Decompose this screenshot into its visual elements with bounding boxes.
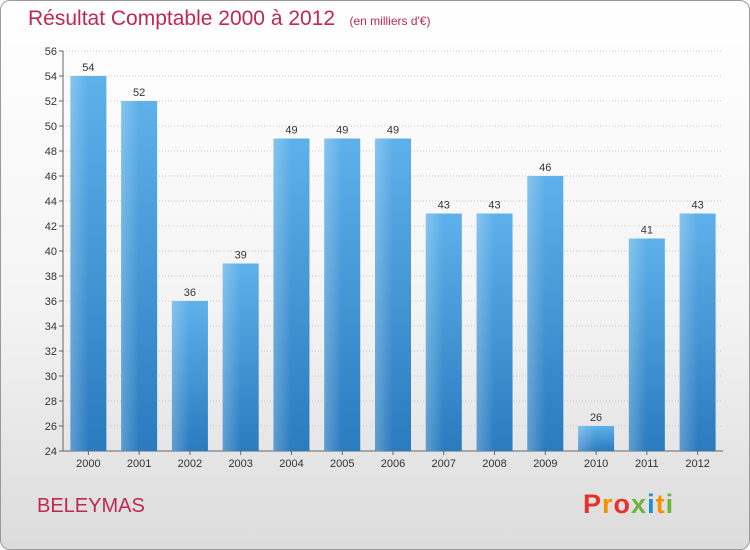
bar-highlight	[222, 263, 241, 451]
y-tick-label: 30	[45, 371, 57, 383]
y-tick-label: 24	[45, 446, 57, 458]
y-tick-label: 32	[45, 346, 57, 358]
data-label: 43	[488, 200, 500, 212]
data-label: 46	[539, 162, 551, 174]
x-tick-label: 2007	[432, 458, 456, 470]
logo-letter: t	[655, 489, 666, 519]
bar-highlight	[171, 301, 190, 451]
x-tick-label: 2009	[533, 458, 557, 470]
bar-highlight	[121, 101, 140, 451]
x-tick-label: 2006	[381, 458, 405, 470]
logo-letter: o	[613, 489, 632, 519]
logo-letter: x	[631, 489, 648, 519]
labels: 24 26 28 30 32 34 36 38 40 42 44 46 48 50 52 54 56 54 2000…	[45, 46, 710, 470]
data-label: 36	[184, 287, 196, 299]
data-label: 49	[285, 125, 297, 137]
y-tick-label: 50	[45, 121, 57, 133]
bar-highlight	[527, 176, 546, 451]
x-tick-label: 2003	[228, 458, 252, 470]
bar-highlight	[628, 238, 647, 451]
data-label: 26	[590, 412, 602, 424]
y-tick-label: 42	[45, 221, 57, 233]
y-tick-label: 54	[45, 71, 57, 83]
bar-highlight	[679, 213, 698, 451]
y-tick-label: 52	[45, 96, 57, 108]
proxiti-logo: Proxiti	[583, 489, 674, 520]
x-tick-label: 2008	[482, 458, 506, 470]
y-tick-label: 28	[45, 396, 57, 408]
data-label: 49	[387, 125, 399, 137]
bar-highlight	[324, 138, 343, 451]
data-label: 39	[235, 250, 247, 262]
chart-title-block: Résultat Comptable 2000 à 2012 (en milli…	[28, 7, 430, 31]
y-tick-label: 36	[45, 296, 57, 308]
bar-highlight	[578, 426, 597, 451]
data-label: 43	[691, 200, 703, 212]
y-tick-label: 48	[45, 146, 57, 158]
y-tick-label: 38	[45, 271, 57, 283]
data-label: 52	[133, 87, 145, 99]
x-tick-label: 2011	[635, 458, 659, 470]
y-tick-label: 44	[45, 196, 57, 208]
logo-letter: i	[647, 489, 656, 519]
data-label: 43	[438, 200, 450, 212]
x-tick-label: 2004	[279, 458, 303, 470]
data-label: 54	[82, 62, 94, 74]
x-tick-label: 2012	[685, 458, 709, 470]
chart-title: Résultat Comptable 2000 à 2012	[28, 7, 336, 30]
x-tick-label: 2005	[330, 458, 354, 470]
data-label: 41	[641, 225, 653, 237]
bar-highlight	[375, 138, 393, 451]
place-name: BELEYMAS	[37, 495, 145, 517]
data-label: 49	[336, 125, 348, 137]
y-tick-label: 34	[45, 321, 57, 333]
x-tick-label: 2010	[584, 458, 608, 470]
y-tick-label: 56	[45, 46, 57, 58]
bar-highlight	[425, 213, 444, 451]
logo-letter: P	[583, 489, 603, 519]
bar-highlight	[273, 138, 292, 451]
bars	[70, 76, 716, 451]
x-tick-label: 2001	[127, 458, 151, 470]
y-tick-label: 26	[45, 421, 57, 433]
logo-letter: i	[665, 489, 675, 519]
bar-highlight	[70, 76, 89, 451]
chart-subtitle: (en milliers d'€)	[349, 14, 431, 28]
x-tick-label: 2002	[178, 458, 202, 470]
logo-letter: r	[602, 489, 614, 519]
x-tick-label: 2000	[76, 458, 100, 470]
y-tick-label: 40	[45, 246, 57, 258]
y-tick-label: 46	[45, 171, 57, 183]
bar-highlight	[476, 213, 495, 451]
